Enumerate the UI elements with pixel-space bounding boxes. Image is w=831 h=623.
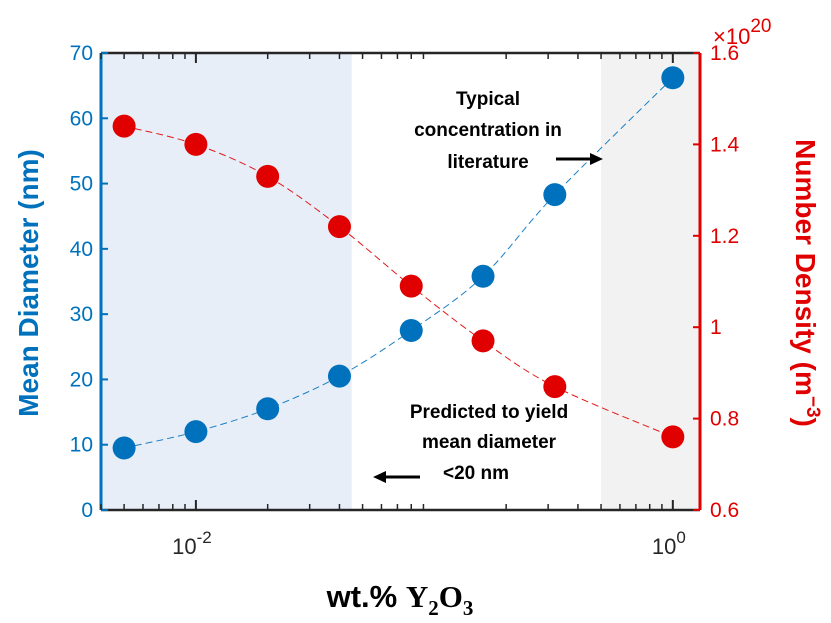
- series-1-point: [661, 425, 685, 449]
- x-tick-exp: -2: [197, 528, 212, 547]
- series-1-point: [112, 114, 136, 138]
- annotation-typical-line-2: concentration in: [414, 120, 562, 141]
- x-tick-exp: 0: [676, 528, 685, 547]
- right-axis-title-main: Number Density (m: [790, 139, 821, 396]
- annotation-typical-line-3: literature: [447, 152, 528, 173]
- series-1-point: [543, 375, 567, 399]
- x-axis-title-sub2: 3: [463, 596, 474, 620]
- right-tick-label: 0.8: [710, 408, 739, 431]
- series-0-point: [184, 420, 208, 444]
- x-axis-title-sub1: 2: [428, 596, 439, 620]
- right-tick-label: 0.6: [710, 499, 739, 522]
- right-tick-label: 1.4: [710, 133, 740, 156]
- series-1-point: [399, 274, 423, 298]
- series-0-point: [661, 66, 685, 90]
- multiplier-base: ×10: [713, 24, 750, 49]
- left-tick-label: 20: [70, 368, 93, 391]
- x-axis-title-prefix: wt.%: [326, 579, 406, 614]
- series-0-point: [543, 183, 567, 207]
- annotation-typical: Typical concentration in literature: [414, 89, 603, 173]
- series-1-point: [184, 132, 208, 156]
- x-axis-title-o: O: [439, 579, 463, 614]
- series-0-point: [399, 318, 423, 342]
- arrow-left-icon: [373, 471, 420, 483]
- left-tick-label: 50: [70, 173, 93, 196]
- x-axis-title-y: Y: [406, 579, 428, 614]
- left-tick-label: 60: [70, 107, 93, 130]
- data-points: [112, 66, 685, 460]
- x-tick-base: 10: [172, 534, 196, 559]
- left-tick-label: 70: [70, 42, 93, 65]
- right-axis-title-end: ): [790, 418, 821, 427]
- annotation-predicted-line-1: Predicted to yield: [410, 402, 568, 423]
- x-tick-base: 10: [652, 534, 676, 559]
- series-0-point: [471, 264, 495, 288]
- left-axis-title: Mean Diameter (nm): [13, 149, 44, 417]
- right-axis-title: Number Density (m−3): [790, 139, 823, 427]
- left-tick-label: 40: [70, 238, 93, 261]
- background-regions: [101, 53, 700, 510]
- left-tick-label: 30: [70, 303, 93, 326]
- x-tick-label: 100: [652, 528, 686, 559]
- series-0-point: [112, 436, 136, 460]
- annotation-predicted: Predicted to yield mean diameter <20 nm: [373, 402, 568, 484]
- arrow-right-icon: [556, 153, 603, 165]
- series-1-point: [327, 215, 351, 239]
- series-1-point: [256, 164, 280, 188]
- right-tick-label: 1: [710, 316, 722, 339]
- annotation-predicted-line-3: <20 nm: [443, 463, 509, 484]
- right-axis-title-sup: −3: [802, 396, 823, 418]
- left-tick-label: 10: [70, 434, 93, 457]
- series-0-point: [256, 397, 280, 421]
- region-predicted: [101, 53, 352, 510]
- annotation-typical-line-1: Typical: [456, 89, 520, 110]
- left-tick-label: 0: [81, 499, 93, 522]
- annotation-predicted-line-2: mean diameter: [422, 432, 557, 453]
- right-axis-multiplier: ×1020: [713, 16, 771, 49]
- right-tick-label: 1.6: [710, 42, 739, 65]
- region-typical: [601, 53, 700, 510]
- right-tick-label: 1.2: [710, 225, 739, 248]
- series-0-point: [327, 364, 351, 388]
- x-tick-label: 10-2: [172, 528, 212, 559]
- series-1-point: [471, 329, 495, 353]
- x-axis-title: wt.% Y2O3: [326, 579, 474, 620]
- axes-frame: [99, 51, 702, 512]
- multiplier-exp: 20: [750, 16, 771, 37]
